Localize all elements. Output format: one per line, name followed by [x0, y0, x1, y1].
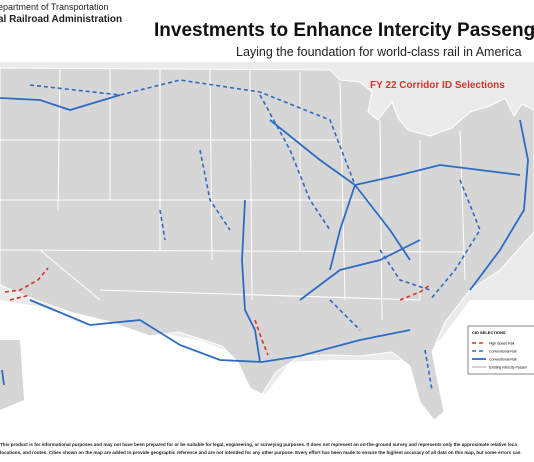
agency-name: al Railroad Administration: [0, 14, 122, 25]
legend-box: [467, 325, 534, 375]
legend-item: Conventional Rail: [489, 358, 517, 362]
legend-item: High Speed Rail: [489, 342, 515, 346]
map-label: FY 22 Corridor ID Selections: [370, 80, 505, 91]
agency-name: epartment of Transportation: [0, 2, 109, 12]
legend-item: Conventional Rail: [489, 350, 517, 354]
disclaimer: This product is for informational purpos…: [0, 442, 517, 447]
title: Investments to Enhance Intercity Passeng: [154, 20, 534, 41]
basemap: [0, 62, 534, 421]
rail-lines: [0, 79, 529, 391]
legend-item: Existing Intercity Passen: [489, 366, 527, 370]
legend: CID SELECTIONS High Speed Rail Conventio…: [467, 325, 534, 375]
subtitle: Laying the foundation for world-class ra…: [236, 45, 522, 59]
disclaimer: locations, and routes. Cities shown on t…: [0, 450, 521, 455]
legend-title: CID SELECTIONS: [472, 330, 506, 335]
